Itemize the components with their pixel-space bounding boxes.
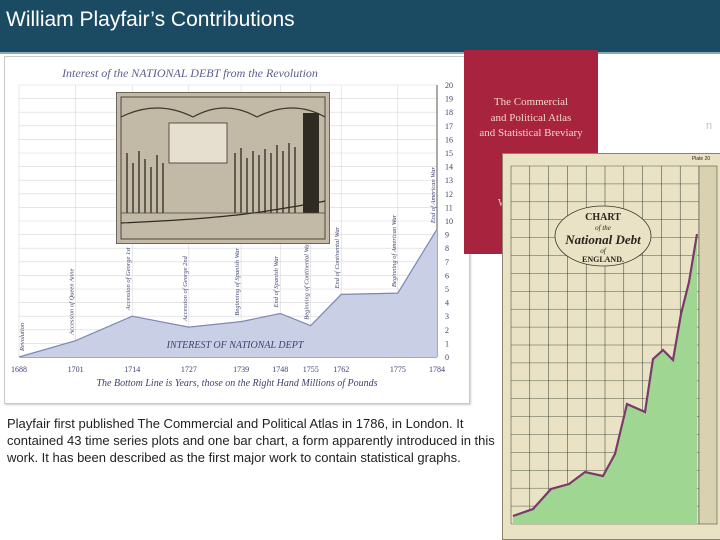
y-tick-label: 14: [445, 163, 453, 172]
y-tick-label: 9: [445, 231, 449, 240]
y-tick-label: 19: [445, 95, 453, 104]
event-annotation: End of Spanish War: [273, 255, 280, 308]
side-mark: n: [706, 120, 713, 132]
debt-of-england-area: [513, 234, 697, 524]
y-tick-label: 0: [445, 353, 449, 362]
y-tick-label: 13: [445, 176, 453, 185]
y-tick-label: 2: [445, 326, 449, 335]
x-tick-label: 1727: [181, 365, 197, 374]
event-annotation: End of American War: [430, 167, 437, 225]
event-annotation: End of Continental War: [334, 226, 341, 289]
x-tick-label: 1784: [429, 365, 445, 374]
event-annotation: Beginning of Spanish War: [234, 247, 241, 315]
scale-column: [698, 165, 718, 525]
cartouche-national-debt: National Debt: [564, 232, 641, 247]
cover-title-line-3: and Statistical Breviary: [479, 127, 583, 139]
event-annotation: Revolution: [19, 323, 26, 352]
x-tick-label: 1714: [124, 365, 140, 374]
y-tick-label: 12: [445, 190, 453, 199]
cartouche-of-the: of the: [595, 224, 611, 232]
slide-title: William Playfair’s Contributions: [6, 8, 295, 31]
y-tick-label: 7: [445, 258, 449, 267]
debt-area: [19, 229, 437, 357]
event-annotation: Accession of Queen Anne: [69, 268, 76, 335]
title-divider: [0, 52, 720, 54]
y-tick-label: 6: [445, 271, 449, 280]
y-tick-label: 15: [445, 149, 453, 158]
x-tick-label: 1688: [11, 365, 27, 374]
area-label: INTEREST OF NATIONAL DEPT: [166, 340, 305, 351]
title-bar: William Playfair’s Contributions: [0, 0, 720, 52]
original-chart-photo-drawing: [117, 93, 329, 243]
y-tick-label: 3: [445, 312, 449, 321]
event-annotation: Beginning of Continental War: [304, 241, 311, 319]
debt-of-england-chart: CHART of the National Debt of ENGLAND. P…: [503, 154, 720, 539]
bottom-note: The Bottom Line is Years, those on the R…: [96, 378, 377, 389]
debt-of-england-chart-image: CHART of the National Debt of ENGLAND. P…: [502, 153, 720, 540]
slide-caption: Playfair first published The Commercial …: [7, 416, 495, 465]
y-tick-label: 1: [445, 339, 449, 348]
y-tick-label: 11: [445, 203, 453, 212]
event-annotation: Beginning of American War: [391, 214, 398, 287]
plate-label: Plate 20: [692, 156, 711, 162]
cartouche-chart: CHART: [585, 212, 621, 223]
y-tick-label: 20: [445, 81, 453, 90]
y-tick-label: 18: [445, 108, 453, 117]
cover-title-line-2: and Political Atlas: [490, 112, 572, 124]
y-tick-label: 8: [445, 244, 449, 253]
x-tick-label: 1755: [303, 365, 319, 374]
chart-title: Interest of the NATIONAL DEBT from the R…: [61, 66, 318, 80]
national-debt-chart: Interest of the NATIONAL DEBT from the R…: [11, 66, 453, 389]
debt-line: [18, 228, 438, 358]
chart-cartouche: [554, 205, 652, 267]
x-tick-label: 1775: [390, 365, 406, 374]
cartouche-of: of: [600, 247, 607, 255]
cover-title-line-1: The Commercial: [493, 96, 569, 108]
x-tick-label: 1739: [233, 365, 249, 374]
y-tick-label: 17: [445, 122, 453, 131]
event-annotation: Accession of George 2nd: [182, 255, 189, 322]
x-tick-label: 1748: [272, 365, 288, 374]
x-tick-label: 1762: [333, 365, 349, 374]
y-tick-label: 16: [445, 135, 453, 144]
x-tick-label: 1701: [68, 365, 84, 374]
y-tick-label: 4: [445, 299, 449, 308]
original-chart-photo: [116, 92, 330, 244]
event-annotation: Accession of George 1st: [125, 247, 132, 311]
cartouche-england: ENGLAND.: [582, 255, 624, 264]
debt-of-england-line: [512, 233, 699, 518]
y-tick-label: 5: [445, 285, 449, 294]
y-tick-label: 10: [445, 217, 453, 226]
